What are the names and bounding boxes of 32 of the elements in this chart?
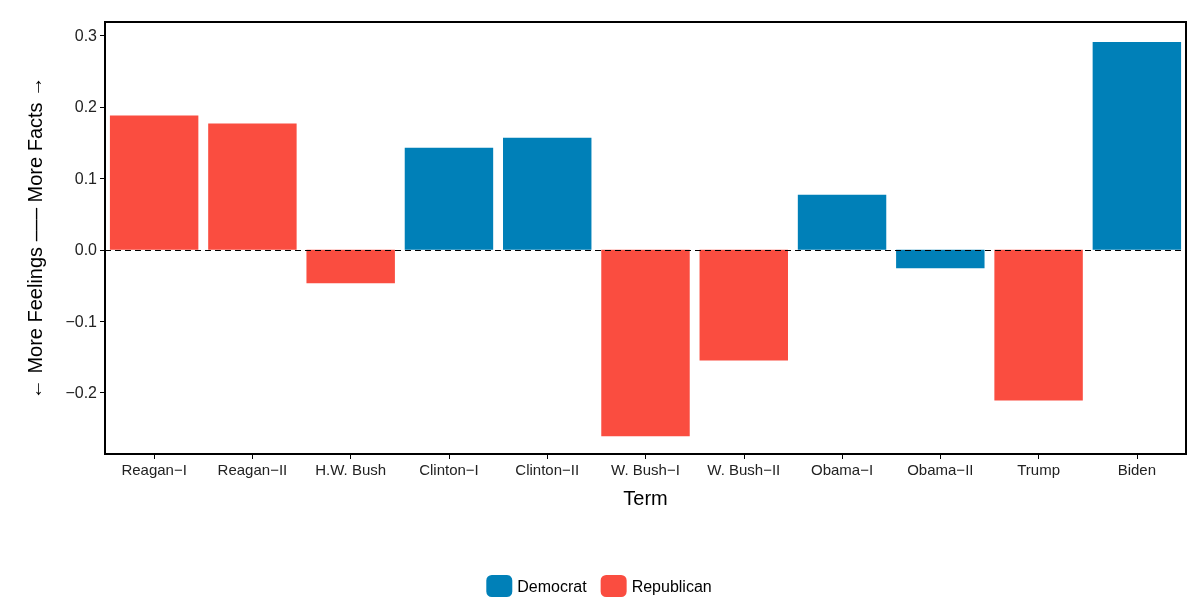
legend-label: Democrat — [517, 577, 588, 595]
x-tick-label: W. Bush−I — [611, 461, 680, 478]
y-tick-label: 0.2 — [74, 98, 98, 116]
x-tick-label: W. Bush−II — [707, 461, 781, 478]
bar — [797, 194, 887, 250]
bar — [208, 123, 297, 250]
bar — [601, 249, 690, 437]
y-tick-label: −0.1 — [65, 312, 98, 330]
bar — [896, 249, 985, 269]
x-tick-label: H.W. Bush — [315, 461, 387, 478]
x-tick-label: Trump — [1017, 461, 1060, 478]
legend-label: Republican — [631, 577, 712, 595]
y-tick-label: 0.0 — [74, 241, 98, 259]
x-tick-label: Clinton−II — [515, 461, 580, 478]
bar — [503, 137, 592, 250]
x-tick-label: Reagan−II — [217, 461, 288, 478]
bar — [994, 249, 1083, 401]
y-tick-label: 0.3 — [74, 27, 98, 45]
x-tick-label: Obama−II — [907, 461, 974, 478]
bar — [404, 147, 494, 250]
x-tick-label: Obama−I — [810, 461, 874, 478]
x-tick-label: Clinton−I — [419, 461, 479, 478]
bar — [109, 115, 199, 250]
x-tick-label: Reagan−I — [121, 461, 187, 478]
bar — [699, 249, 788, 361]
x-axis-title: Term — [623, 487, 668, 509]
bar — [1092, 41, 1182, 250]
x-tick-label: Biden — [1117, 461, 1157, 478]
y-tick-label: 0.1 — [74, 169, 98, 187]
y-axis-title: ← More Feelings ––– More Facts → — [24, 76, 46, 400]
bar — [306, 249, 395, 284]
y-tick-label: −0.2 — [65, 384, 98, 402]
